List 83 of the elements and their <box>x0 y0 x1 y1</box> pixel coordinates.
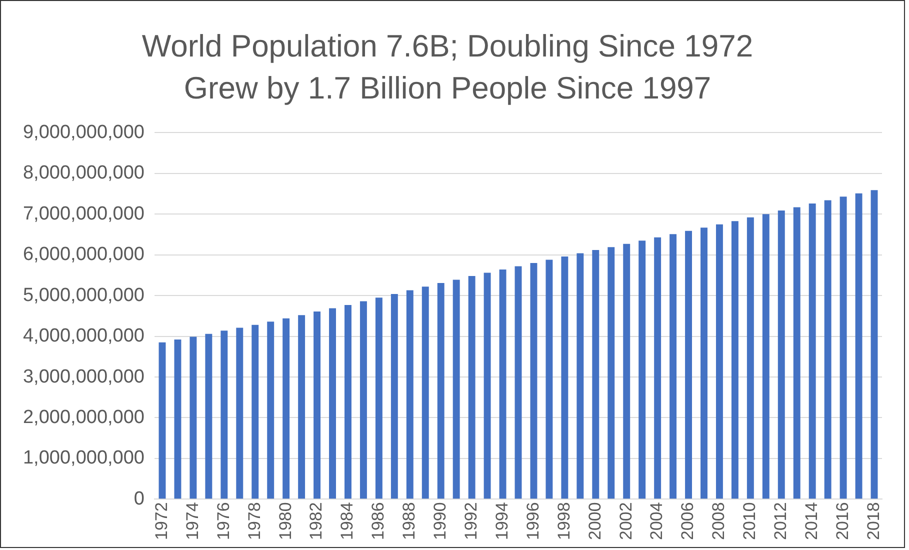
bar <box>700 228 708 499</box>
bar <box>808 204 816 499</box>
bar <box>220 330 228 499</box>
y-tick-label: 6,000,000,000 <box>22 244 145 266</box>
bar <box>422 286 429 499</box>
bar <box>870 190 878 499</box>
bar <box>855 193 862 499</box>
y-tick-label: 7,000,000,000 <box>22 203 145 224</box>
bar <box>840 196 847 499</box>
bar <box>716 224 723 499</box>
x-tick-label: 2000 <box>585 502 604 540</box>
bar <box>731 221 738 499</box>
bar <box>468 276 476 499</box>
x-tick-label: 1998 <box>554 502 574 540</box>
y-tick-label: 8,000,000,000 <box>22 162 145 184</box>
bar <box>746 217 754 499</box>
bar <box>390 294 398 499</box>
bar <box>778 210 785 499</box>
bar <box>452 280 460 499</box>
x-tick-label: 2006 <box>678 502 698 540</box>
bar <box>793 207 800 499</box>
bar <box>499 270 506 499</box>
x-tick-label: 2008 <box>709 502 728 540</box>
x-tick-label: 1982 <box>306 502 326 540</box>
bar <box>282 318 290 499</box>
x-tick-label: 2014 <box>802 502 822 540</box>
bar <box>546 260 553 499</box>
bar <box>670 234 677 499</box>
bar <box>174 340 182 499</box>
bar <box>252 324 259 499</box>
bar <box>158 342 166 499</box>
chart-subtitle: Grew by 1.7 Billion People Since 1997 <box>184 70 712 106</box>
y-tick-label: 3,000,000,000 <box>22 366 145 388</box>
x-tick-label: 1990 <box>430 502 450 540</box>
x-tick-label: 1980 <box>276 502 295 540</box>
x-tick-label: 1992 <box>462 502 481 540</box>
bar <box>824 200 832 499</box>
bar <box>375 298 382 499</box>
y-tick-label: 2,000,000,000 <box>22 406 145 428</box>
x-tick-label: 2018 <box>864 502 883 540</box>
x-tick-label: 1974 <box>182 502 202 540</box>
x-tick-label: 1994 <box>492 502 512 540</box>
y-tick-label: 1,000,000,000 <box>22 448 145 469</box>
x-tick-label: 1996 <box>523 502 542 540</box>
bar <box>623 244 630 499</box>
bar <box>406 290 414 499</box>
x-tick-label: 1976 <box>214 502 233 540</box>
bar <box>190 336 197 499</box>
bar <box>561 256 568 499</box>
bar <box>592 250 600 499</box>
bar <box>638 240 646 499</box>
x-tick-label: 1972 <box>152 502 171 540</box>
bar <box>314 311 321 499</box>
x-tick-label: 2016 <box>832 502 852 540</box>
y-tick-label: 0 <box>134 488 145 510</box>
bar <box>576 253 584 499</box>
bar <box>514 266 522 499</box>
x-tick-label: 2004 <box>647 502 666 540</box>
bar <box>484 272 491 499</box>
bar <box>344 304 352 499</box>
x-tick-label: 2010 <box>740 502 760 540</box>
bar <box>360 301 367 499</box>
bar <box>608 247 615 499</box>
y-tick-label: 9,000,000,000 <box>22 122 145 143</box>
bar <box>329 308 336 499</box>
bar <box>437 282 444 499</box>
bar <box>267 322 274 499</box>
bar <box>654 237 662 499</box>
chart-title: World Population 7.6B; Doubling Since 1972 <box>142 28 754 64</box>
x-tick-label: 1986 <box>368 502 388 540</box>
bar <box>236 328 244 499</box>
x-tick-label: 1984 <box>338 502 357 540</box>
y-tick-label: 5,000,000,000 <box>22 284 145 306</box>
y-tick-label: 4,000,000,000 <box>22 326 145 347</box>
bar <box>530 263 538 499</box>
bar <box>685 230 692 499</box>
bar <box>762 214 770 499</box>
x-tick-label: 2002 <box>616 502 636 540</box>
bar <box>298 315 306 499</box>
x-tick-label: 1988 <box>400 502 419 540</box>
x-tick-label: 1978 <box>244 502 264 540</box>
x-tick-label: 2012 <box>771 502 790 540</box>
bar <box>205 334 212 499</box>
